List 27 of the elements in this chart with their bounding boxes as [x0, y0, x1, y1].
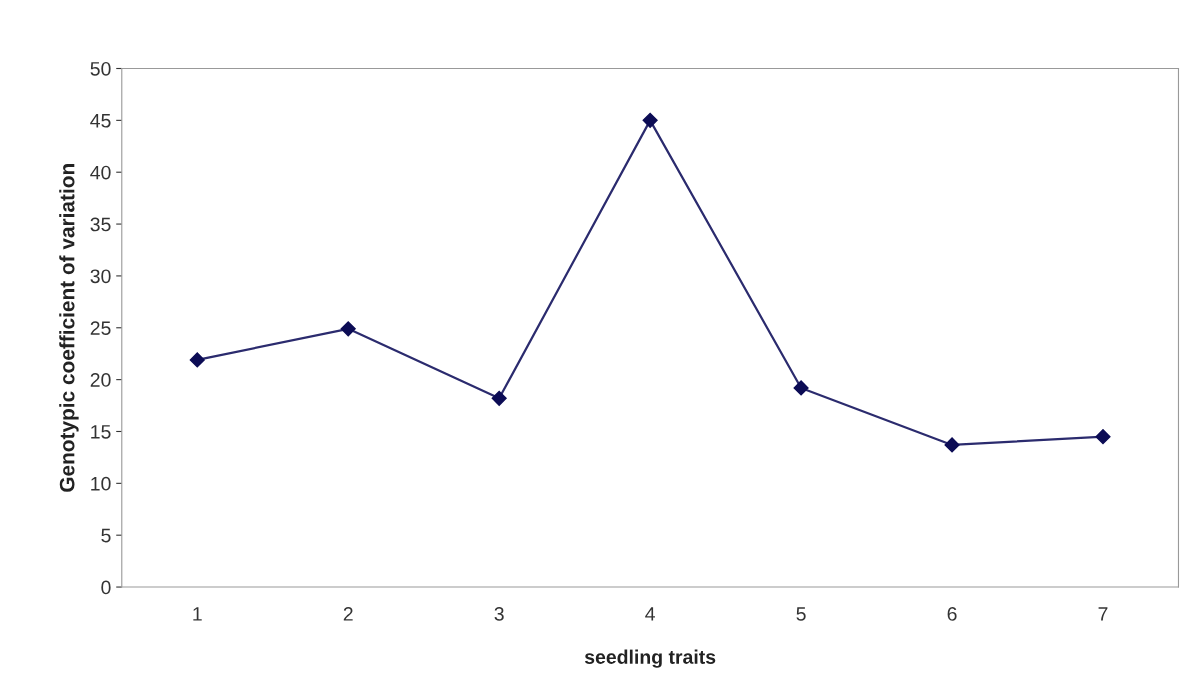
y-tick-label: 50	[90, 61, 111, 76]
y-tick-label: 0	[101, 580, 111, 595]
y-tick-label: 20	[90, 373, 111, 387]
y-axis-title: Genotypic coefficient of variation	[59, 164, 79, 492]
x-tick-label: 7	[1098, 607, 1108, 621]
y-tick-label: 5	[101, 528, 111, 543]
x-tick-label: 2	[343, 607, 353, 621]
point	[340, 321, 356, 337]
point	[944, 437, 960, 453]
y-tick-label: 35	[90, 217, 111, 232]
y-tick-label: 15	[91, 425, 111, 439]
y-tick-label: 45	[90, 114, 111, 128]
y-tick-label: 30	[90, 269, 111, 284]
point	[1095, 429, 1111, 445]
point	[642, 112, 658, 128]
y-tick-label: 10	[91, 476, 111, 491]
x-tick-label: 6	[947, 607, 957, 621]
y-tick-label: 25	[90, 321, 111, 336]
point	[189, 352, 205, 368]
x-tick-label: 3	[494, 607, 504, 621]
x-axis-title: seedling traits	[584, 649, 716, 668]
y-tick-label: 40	[90, 165, 111, 180]
point	[491, 390, 507, 406]
x-tick-label: 5	[796, 607, 806, 621]
point	[793, 380, 809, 396]
x-tick-label: 1	[193, 607, 202, 621]
x-tick-label: 4	[645, 607, 655, 621]
